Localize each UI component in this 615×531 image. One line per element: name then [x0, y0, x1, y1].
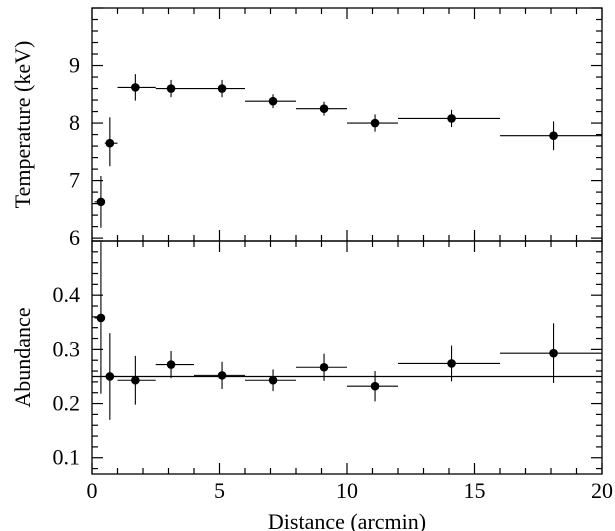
marker [166, 84, 176, 93]
marker [319, 362, 329, 372]
marker [370, 381, 380, 391]
data-point [194, 361, 245, 389]
marker [370, 118, 380, 128]
data-point [104, 333, 118, 420]
data-point [500, 121, 602, 151]
y-axis-title: Abundance [10, 307, 35, 407]
plot-frame [91, 7, 603, 242]
x-tick-label: 10 [336, 478, 358, 503]
data-point [500, 323, 602, 383]
data-point [296, 101, 347, 116]
marker [131, 375, 140, 385]
marker [268, 375, 278, 385]
marker [549, 131, 558, 141]
y-tick-label: 7 [69, 168, 80, 193]
marker [96, 313, 106, 323]
y-tick-label: 9 [69, 53, 80, 78]
x-axis-title: Distance (arcmin) [268, 509, 426, 531]
plot-frame [91, 240, 603, 475]
marker [447, 359, 456, 368]
data-point [155, 350, 194, 379]
data-point [117, 355, 156, 405]
y-tick-label: 8 [69, 110, 80, 135]
temperature-panel: 6 7 8 9 Temperature (keV) [10, 7, 603, 250]
marker [549, 348, 558, 358]
marker [166, 360, 176, 369]
marker [217, 84, 227, 93]
marker [447, 114, 456, 123]
data-point [94, 175, 106, 228]
marker [105, 372, 115, 381]
abundance-panel: 0.1 0.2 0.3 0.4 0 5 10 15 20 Abundance Distance (a… [10, 240, 613, 531]
data-point [245, 94, 296, 109]
y-tick-label: 0.3 [53, 336, 81, 361]
x-tick-label: 15 [464, 478, 486, 503]
y-tick-label: 0.2 [53, 391, 81, 416]
data-point [398, 109, 500, 128]
y-axis-title: Temperature (keV) [10, 41, 35, 209]
data-point [347, 371, 398, 402]
x-tick-label: 0 [87, 478, 98, 503]
data-point [117, 74, 156, 101]
data-point [398, 345, 500, 382]
data-point [94, 242, 106, 394]
y-tick-label: 0.4 [53, 282, 81, 307]
data-point [245, 369, 296, 392]
data-point [296, 353, 347, 381]
data-point [155, 79, 194, 98]
marker [131, 83, 140, 92]
data-point [104, 117, 118, 167]
marker [268, 96, 278, 106]
x-tick-label: 20 [591, 478, 613, 503]
marker [217, 371, 227, 380]
marker [319, 104, 329, 113]
x-tick-label: 5 [214, 478, 225, 503]
y-tick-label: 0.1 [53, 445, 81, 470]
data-point [347, 114, 398, 132]
marker [105, 138, 115, 148]
data-point [194, 79, 245, 98]
marker [96, 197, 106, 207]
y-tick-label: 6 [69, 225, 80, 250]
